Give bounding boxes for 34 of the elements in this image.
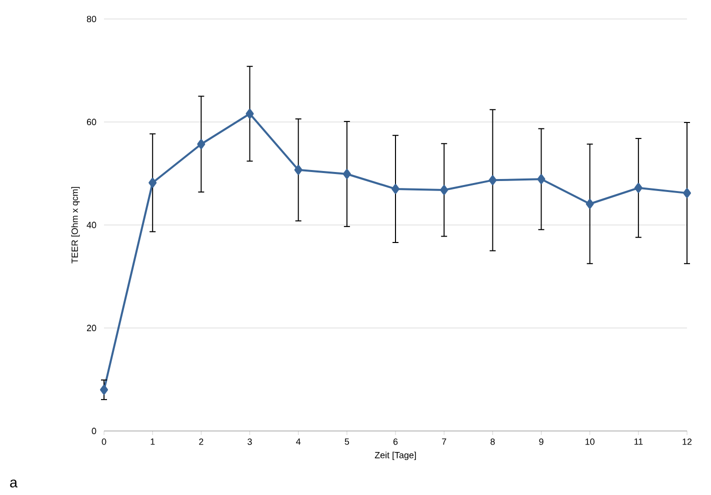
y-tick-label: 40 (86, 222, 96, 228)
point (294, 164, 302, 175)
x-tick-label: 12 (682, 438, 692, 445)
x-tick-label: 4 (296, 438, 301, 445)
x-tick-label: 11 (634, 438, 643, 445)
point (197, 139, 206, 150)
point (440, 184, 448, 195)
y-tick-label: 20 (86, 324, 96, 332)
point (586, 198, 594, 209)
y-tick-label: 0 (92, 428, 96, 434)
y-tick-label: 80 (86, 16, 96, 22)
x-axis-title: Zeit [Tage] (374, 452, 416, 460)
point (148, 178, 157, 188)
x-tick-label: 2 (199, 438, 204, 445)
x-tick-label: 6 (393, 438, 398, 445)
text: a (10, 480, 18, 488)
point (683, 188, 692, 198)
point (488, 175, 497, 186)
x-tick-label: 3 (248, 438, 252, 445)
y-tick-label: 60 (86, 118, 96, 126)
point (246, 108, 254, 119)
x-tick-label: 0 (102, 438, 106, 445)
x-tick-label: 5 (344, 438, 350, 445)
point (537, 174, 546, 184)
x-tick-label: 1 (150, 438, 155, 445)
point (100, 384, 108, 395)
x-tick-label: 10 (586, 438, 594, 445)
x-tick-label: 8 (490, 438, 495, 445)
x-tick-label: 9 (539, 438, 544, 445)
point (634, 182, 642, 193)
y-axis-title: TEER [Ohm x qcm] (71, 187, 80, 264)
point (342, 169, 351, 180)
x-tick-label: 7 (442, 438, 446, 445)
point (392, 184, 400, 194)
